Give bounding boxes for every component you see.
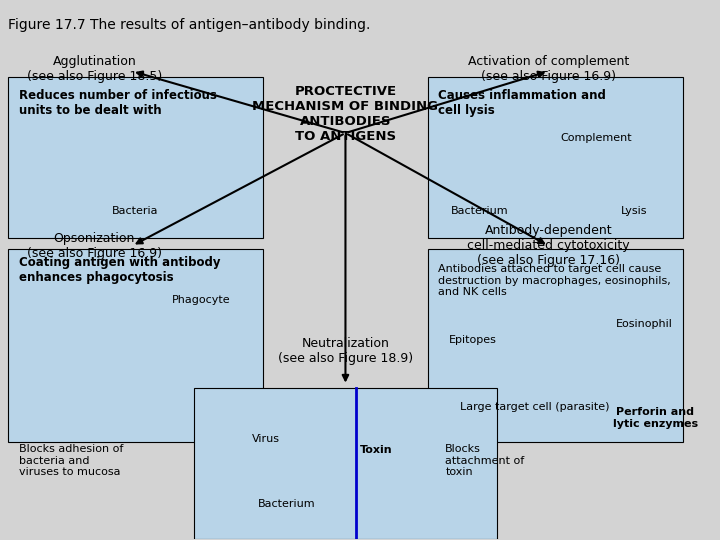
Text: Activation of complement
(see also Figure 16.9): Activation of complement (see also Figur… (468, 55, 629, 83)
Text: Reduces number of infectious
units to be dealt with: Reduces number of infectious units to be… (19, 90, 217, 118)
FancyBboxPatch shape (8, 77, 263, 238)
Text: Antibodies attached to target cell cause
destruction by macrophages, eosinophils: Antibodies attached to target cell cause… (438, 264, 671, 298)
Text: Large target cell (parasite): Large target cell (parasite) (460, 402, 609, 412)
Text: Complement: Complement (561, 133, 632, 144)
Text: Blocks
attachment of
toxin: Blocks attachment of toxin (445, 444, 524, 477)
Text: Figure 17.7 The results of antigen–antibody binding.: Figure 17.7 The results of antigen–antib… (8, 17, 371, 31)
Text: Perforin and
lytic enzymes: Perforin and lytic enzymes (613, 407, 698, 429)
FancyBboxPatch shape (428, 77, 683, 238)
Text: Causes inflammation and
cell lysis: Causes inflammation and cell lysis (438, 90, 606, 118)
Text: Coating antigen with antibody
enhances phagocytosis: Coating antigen with antibody enhances p… (19, 256, 220, 284)
Text: Bacterium: Bacterium (451, 206, 508, 216)
Text: Bacterium: Bacterium (258, 499, 316, 509)
FancyBboxPatch shape (194, 388, 497, 538)
Text: Toxin: Toxin (360, 445, 392, 455)
Text: Epitopes: Epitopes (449, 335, 497, 345)
Text: Neutralization
(see also Figure 18.9): Neutralization (see also Figure 18.9) (278, 336, 413, 365)
Text: Antibody-dependent
cell-mediated cytotoxicity
(see also Figure 17.16): Antibody-dependent cell-mediated cytotox… (467, 224, 630, 267)
FancyBboxPatch shape (428, 248, 683, 442)
Text: PROCTECTIVE
MECHANISM OF BINDING
ANTIBODIES
TO ANTIGENS: PROCTECTIVE MECHANISM OF BINDING ANTIBOD… (253, 85, 438, 143)
FancyBboxPatch shape (8, 248, 263, 442)
Text: Opsonization
(see also Figure 16.9): Opsonization (see also Figure 16.9) (27, 232, 162, 260)
Text: Lysis: Lysis (621, 206, 648, 216)
Text: Bacteria: Bacteria (112, 206, 159, 216)
Text: Virus: Virus (252, 434, 280, 444)
Text: Phagocyte: Phagocyte (171, 294, 230, 305)
Text: Eosinophil: Eosinophil (616, 319, 673, 329)
Text: Blocks adhesion of
bacteria and
viruses to mucosa: Blocks adhesion of bacteria and viruses … (19, 444, 123, 477)
Text: Agglutination
(see also Figure 18.5): Agglutination (see also Figure 18.5) (27, 55, 162, 83)
